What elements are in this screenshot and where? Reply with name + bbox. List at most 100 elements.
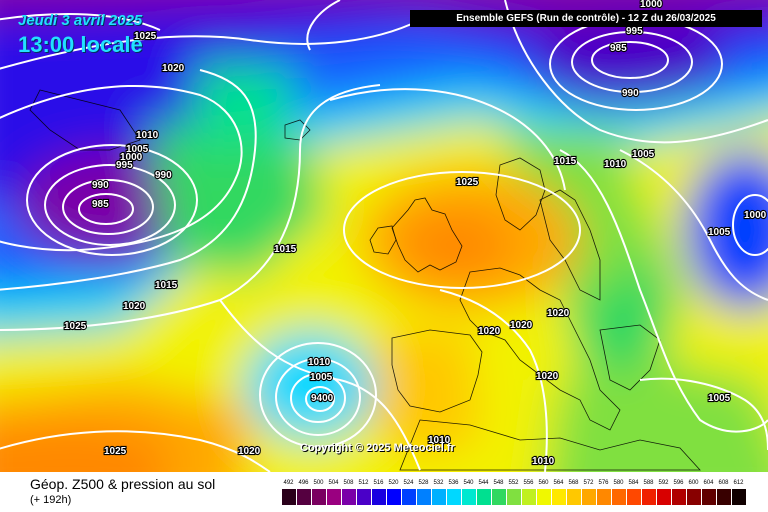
isobar-label: 1005 (126, 144, 149, 155)
scale-swatch (612, 489, 626, 505)
scale-swatch (522, 489, 536, 505)
coastlines (29, 89, 701, 471)
scale-swatch (507, 489, 521, 505)
scale-swatch (417, 489, 431, 505)
isobar-label: 1010 (532, 456, 555, 467)
isobar-label: 1015 (155, 280, 178, 291)
scale-swatch (567, 489, 581, 505)
model-run-info: Ensemble GEFS (Run de contrôle) - 12 Z d… (410, 10, 762, 27)
isobar-label: 995 (626, 26, 643, 37)
scale-tick-label: 592 (658, 480, 669, 486)
isobar-label: 985 (610, 43, 627, 54)
scale-tick-label: 576 (598, 480, 609, 486)
scale-swatch (597, 489, 611, 505)
copyright-notice: Copyright © 2025 Meteociel.fr (300, 442, 455, 454)
scale-tick-label: 536 (448, 480, 459, 486)
isobar-label: 1015 (274, 244, 297, 255)
scale-tick-label: 540 (463, 480, 474, 486)
isobar-label: 1005 (310, 372, 333, 383)
forecast-date: Jeudi 3 avril 2025 (18, 12, 143, 29)
scale-swatch (297, 489, 311, 505)
isobar-label: 1010 (428, 435, 451, 446)
scale-tick-label: 496 (298, 480, 309, 486)
isobar-label: 1020 (162, 63, 185, 74)
scale-tick-label: 548 (493, 480, 504, 486)
pressure-map: 1025 1020 1010 1005 1000 995 990 990 985… (0, 0, 768, 472)
scale-swatch (552, 489, 566, 505)
isobar-label: 990 (622, 88, 639, 99)
scale-swatch (432, 489, 446, 505)
scale-tick-label: 600 (688, 480, 699, 486)
scale-tick-label: 568 (568, 480, 579, 486)
scale-tick-label: 560 (538, 480, 549, 486)
scale-swatch (717, 489, 731, 505)
scale-swatch (342, 489, 356, 505)
scale-swatch (447, 489, 461, 505)
scale-swatch (732, 489, 746, 505)
isobar-label: 9400 (311, 393, 334, 404)
isobar-label: 995 (116, 160, 133, 171)
scale-swatch (312, 489, 326, 505)
geopotential-field (0, 0, 768, 472)
isobar-label: 1005 (708, 393, 731, 404)
scale-swatch (702, 489, 716, 505)
isobar-label: 990 (92, 180, 109, 191)
scale-tick-label: 552 (508, 480, 519, 486)
scale-tick-label: 588 (643, 480, 654, 486)
scale-tick-label: 572 (583, 480, 594, 486)
scale-tick-label: 512 (358, 480, 369, 486)
scale-swatch (627, 489, 641, 505)
isobar-label: 985 (92, 199, 109, 210)
isobar-label: 1010 (604, 159, 627, 170)
scale-tick-label: 516 (373, 480, 384, 486)
scale-tick-label: 596 (673, 480, 684, 486)
scale-swatch (492, 489, 506, 505)
forecast-time: 13:00 locale (18, 32, 143, 57)
scale-tick-label: 608 (718, 480, 729, 486)
color-scale: 492 496 500 504 508 512 516 520 524 528 532 536 540 5… (282, 480, 752, 506)
scale-swatch (462, 489, 476, 505)
scale-swatch (657, 489, 671, 505)
scale-tick-label: 520 (388, 480, 399, 486)
isobar-label: 1020 (238, 446, 261, 457)
isobar-label: 1000 (640, 0, 663, 10)
scale-swatch (357, 489, 371, 505)
isobar-label: 1020 (478, 326, 501, 337)
isobar-label: 1025 (134, 31, 157, 42)
isobar-label: 1020 (123, 301, 146, 312)
isobar-label: 1010 (136, 130, 159, 141)
isobar-label: 1005 (632, 149, 655, 160)
scale-tick-label: 504 (328, 480, 339, 486)
scale-swatch (282, 489, 296, 505)
scale-tick-label: 580 (613, 480, 624, 486)
isobar-label: 990 (155, 170, 172, 181)
isobar-labels: 1025 1020 1010 1005 1000 995 990 990 985… (63, 0, 768, 468)
scale-tick-label: 564 (553, 480, 564, 486)
scale-swatch (642, 489, 656, 505)
scale-tick-label: 508 (343, 480, 354, 486)
scale-tick-label: 584 (628, 480, 639, 486)
isobar-label: 1005 (708, 227, 731, 238)
isobar-label: 1015 (554, 156, 577, 167)
isobar-label: 1020 (510, 320, 533, 331)
scale-tick-label: 556 (523, 480, 534, 486)
scale-tick-label: 528 (418, 480, 429, 486)
scale-swatch (327, 489, 341, 505)
isobar-label: 1010 (308, 357, 331, 368)
isobar-label: 1025 (64, 321, 87, 332)
legend-bar: Géop. Z500 & pression au sol (+ 192h) 49… (0, 472, 768, 512)
scale-tick-label: 492 (283, 480, 294, 486)
scale-swatch (477, 489, 491, 505)
isobar-label: 1000 (120, 152, 143, 163)
scale-swatch (582, 489, 596, 505)
scale-tick-label: 524 (403, 480, 414, 486)
scale-swatch (687, 489, 701, 505)
isobar-label: 1025 (104, 446, 127, 457)
isobars (0, 0, 768, 472)
scale-swatch (402, 489, 416, 505)
isobar-label: 1020 (547, 308, 570, 319)
scale-swatch (672, 489, 686, 505)
scale-tick-label: 500 (313, 480, 324, 486)
scale-swatch (372, 489, 386, 505)
legend-subtitle: (+ 192h) (30, 494, 72, 506)
